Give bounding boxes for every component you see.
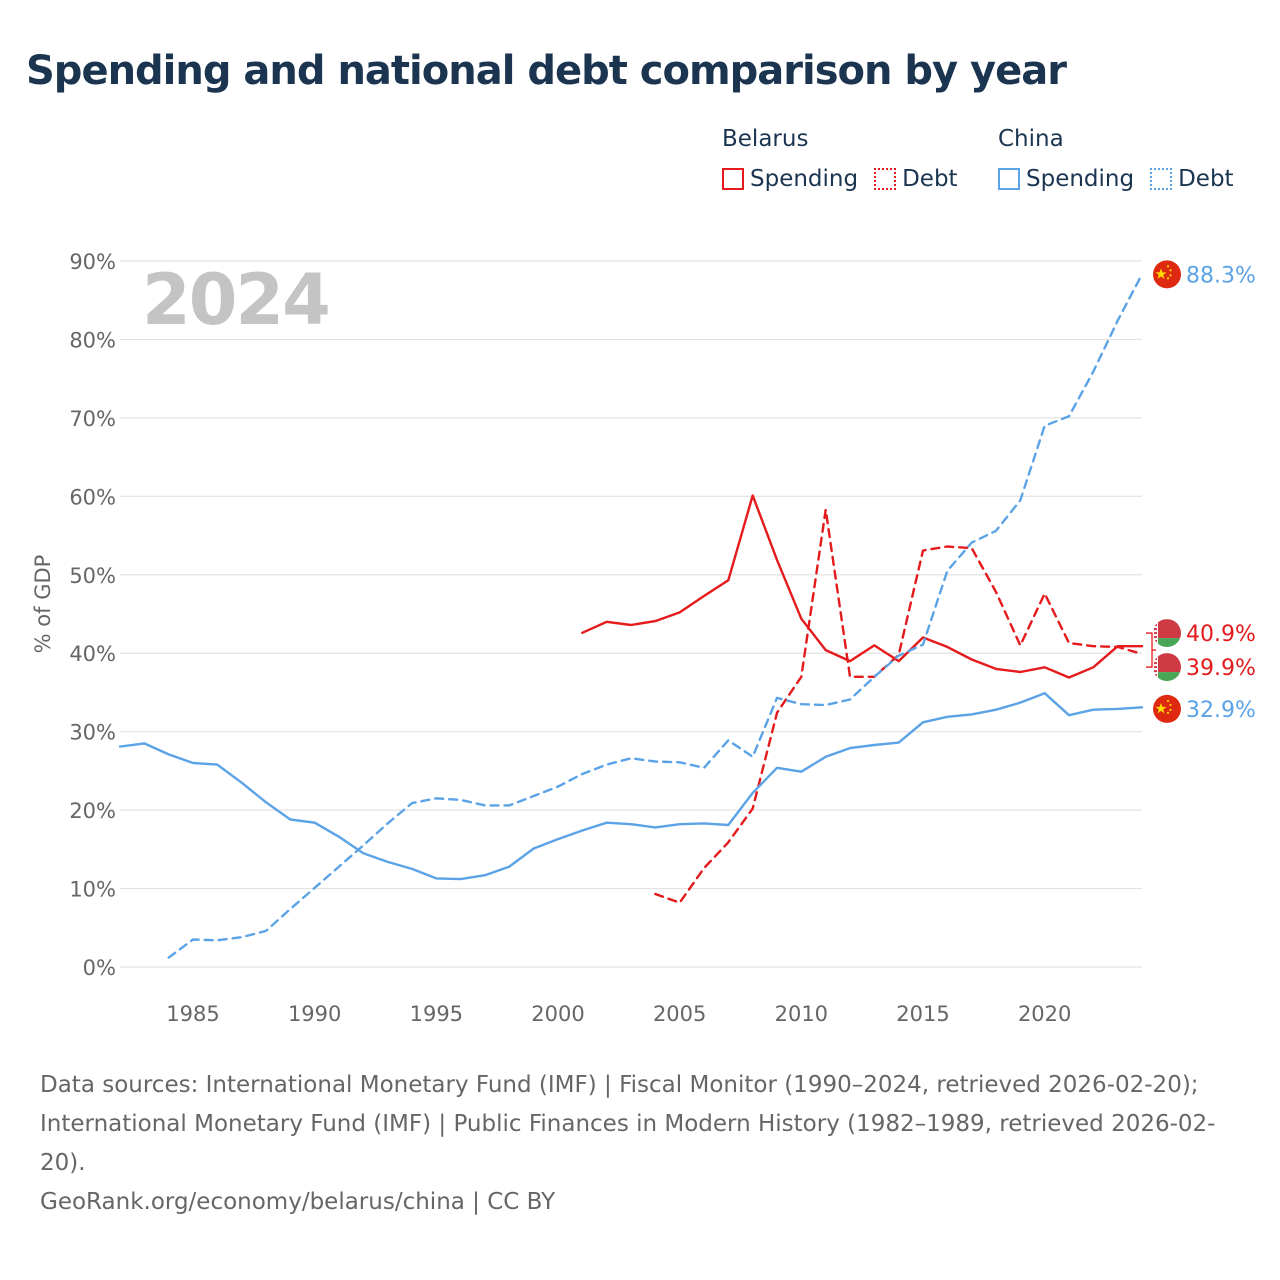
end-value-label: 40.9%	[1186, 622, 1256, 647]
legend-country-belarus: Belarus	[722, 126, 809, 152]
x-tick-label: 2015	[896, 1002, 949, 1026]
page-title: Spending and national debt comparison by…	[26, 48, 1067, 94]
legend-item-belarus-debt[interactable]: Debt	[874, 166, 958, 192]
label-bracket	[1146, 632, 1153, 668]
y-tick-label: 10%	[69, 878, 116, 902]
y-tick-label: 30%	[69, 721, 116, 745]
legend-swatch-solid-blue	[998, 168, 1020, 190]
year-watermark: 2024	[142, 259, 329, 341]
x-tick-label: 2010	[775, 1002, 828, 1026]
legend-swatch-dotted-blue	[1150, 168, 1173, 190]
credit-link[interactable]: GeoRank.org/economy/belarus/china | CC B…	[40, 1189, 556, 1215]
end-value-label: 88.3%	[1186, 263, 1256, 288]
china-flag-icon	[1153, 694, 1181, 723]
series-line-belarus-debt[interactable]	[654, 508, 1144, 904]
y-tick-label: 90%	[69, 250, 116, 274]
legend-item-china-debt[interactable]: Debt	[1150, 166, 1234, 192]
legend-swatch-dotted-red	[874, 168, 897, 190]
x-tick-label: 2020	[1018, 1002, 1071, 1026]
x-tick-label: 2005	[653, 1002, 706, 1026]
data-sources: Data sources: International Monetary Fun…	[40, 1072, 1216, 1176]
end-value-label: 39.9%	[1186, 656, 1256, 681]
line-chart: 2024 0%10%20%30%40%50%60%70%80%90% 1985 1…	[31, 250, 1256, 1026]
end-labels: 88.3% 40.9% 39.9% 32.9%	[1146, 260, 1256, 723]
y-tick-label: 70%	[69, 407, 116, 431]
y-tick-label: 50%	[69, 564, 116, 588]
end-value-label: 32.9%	[1186, 698, 1256, 723]
footer: Data sources: International Monetary Fun…	[40, 1066, 1240, 1222]
legend-item-belarus-spending[interactable]: Spending	[722, 166, 858, 192]
legend-item-china-spending[interactable]: Spending	[998, 166, 1134, 192]
x-tick-label: 1985	[166, 1002, 219, 1026]
legend-label: Spending	[1026, 166, 1135, 192]
legend-group-belarus: Belarus Spending Debt	[722, 124, 974, 192]
y-tick-label: 80%	[69, 328, 116, 352]
x-axis-ticks: 1985 1990 1995 2000 2005 2010 2015 2020	[166, 1002, 1071, 1026]
series-lines	[118, 273, 1144, 959]
series-line-belarus-spending[interactable]	[581, 494, 1144, 679]
y-axis-label: % of GDP	[31, 555, 55, 654]
y-tick-label: 0%	[83, 956, 116, 980]
series-line-china-spending[interactable]	[118, 692, 1144, 881]
y-tick-label: 40%	[69, 642, 116, 666]
belarus-flag-icon	[1153, 619, 1181, 648]
legend-group-china: China Spending Debt	[998, 124, 1250, 192]
legend-label: Debt	[902, 166, 958, 192]
grid-lines	[120, 260, 1142, 968]
x-tick-label: 1995	[410, 1002, 463, 1026]
legend-swatch-solid-red	[722, 168, 744, 190]
legend-label: Debt	[1178, 166, 1234, 192]
y-tick-label: 20%	[69, 799, 116, 823]
series-line-china-debt[interactable]	[167, 273, 1144, 959]
china-flag-icon	[1153, 260, 1181, 289]
legend-country-china: China	[998, 126, 1064, 152]
belarus-flag-icon	[1153, 653, 1181, 682]
x-tick-label: 1990	[288, 1002, 341, 1026]
x-tick-label: 2000	[531, 1002, 584, 1026]
y-tick-label: 60%	[69, 485, 116, 509]
y-axis-ticks: 0% 10% 20% 30% 40% 50% 60% 70% 80% 90%	[69, 250, 116, 980]
legend-label: Spending	[750, 166, 859, 192]
